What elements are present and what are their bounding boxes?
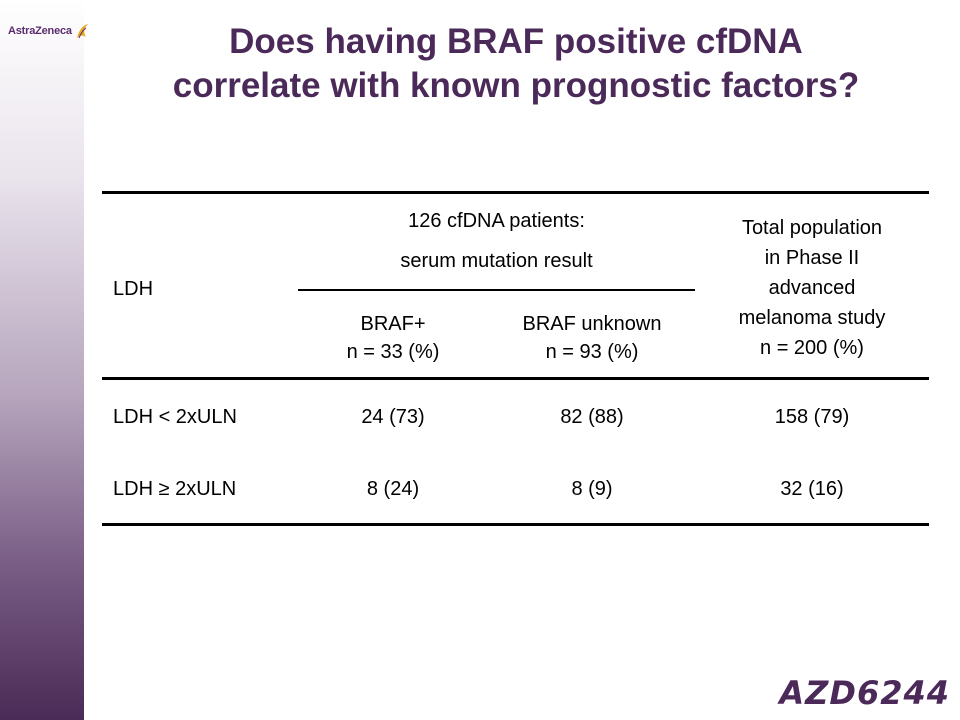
cell-braf-positive: 8 (24) bbox=[366, 478, 420, 500]
total-header: Total population in Phase II advanced me… bbox=[697, 213, 927, 363]
title-line-1: Does having BRAF positive cfDNA bbox=[229, 22, 803, 61]
group-header-line-2: serum mutation result bbox=[400, 250, 593, 272]
cell-braf-unknown: 82 (88) bbox=[560, 406, 624, 428]
row-header-ldh: LDH bbox=[113, 278, 154, 300]
cell-total: 158 (79) bbox=[774, 406, 850, 428]
group-header-line-1: 126 cfDNA patients: bbox=[408, 210, 585, 232]
astrazeneca-logo: AstraZeneca bbox=[8, 18, 96, 44]
logo-swirl-icon bbox=[76, 24, 88, 39]
total-header-line-5: n = 200 (%) bbox=[760, 337, 864, 359]
cell-total: 32 (16) bbox=[780, 478, 844, 500]
subheader-braf-unknown-line-1: BRAF unknown bbox=[522, 313, 662, 335]
decorative-sidebar-gradient bbox=[0, 0, 84, 720]
product-brand-label: AZD6244 bbox=[779, 674, 950, 712]
total-header-line-3: advanced bbox=[768, 277, 856, 299]
total-header-line-4: melanoma study bbox=[738, 307, 886, 329]
subheader-braf-unknown-line-2: n = 93 (%) bbox=[545, 341, 639, 363]
subheader-braf-positive: BRAF+ n = 33 (%) bbox=[298, 310, 488, 366]
total-header-line-1: Total population bbox=[741, 217, 883, 239]
cell-braf-positive: 24 (73) bbox=[361, 406, 425, 428]
logo-text: AstraZeneca bbox=[8, 25, 72, 37]
cell-braf-unknown: 8 (9) bbox=[571, 478, 613, 500]
header-bottom-rule bbox=[102, 377, 929, 380]
group-header: 126 cfDNA patients: serum mutation resul… bbox=[298, 209, 695, 273]
title-line-2: correlate with known prognostic factors? bbox=[172, 66, 860, 105]
subheader-braf-positive-line-2: n = 33 (%) bbox=[346, 341, 440, 363]
page-title: Does having BRAF positive cfDNA correlat… bbox=[96, 20, 936, 108]
subheader-braf-positive-line-1: BRAF+ bbox=[360, 313, 426, 335]
subheader-braf-unknown: BRAF unknown n = 93 (%) bbox=[490, 310, 694, 366]
row-label: LDH < 2xULN bbox=[113, 406, 237, 428]
group-header-rule bbox=[298, 289, 695, 291]
total-header-line-2: in Phase II bbox=[764, 247, 860, 269]
table-top-rule bbox=[102, 191, 929, 194]
table-bottom-rule bbox=[102, 523, 929, 526]
row-label: LDH ≥ 2xULN bbox=[113, 478, 237, 500]
